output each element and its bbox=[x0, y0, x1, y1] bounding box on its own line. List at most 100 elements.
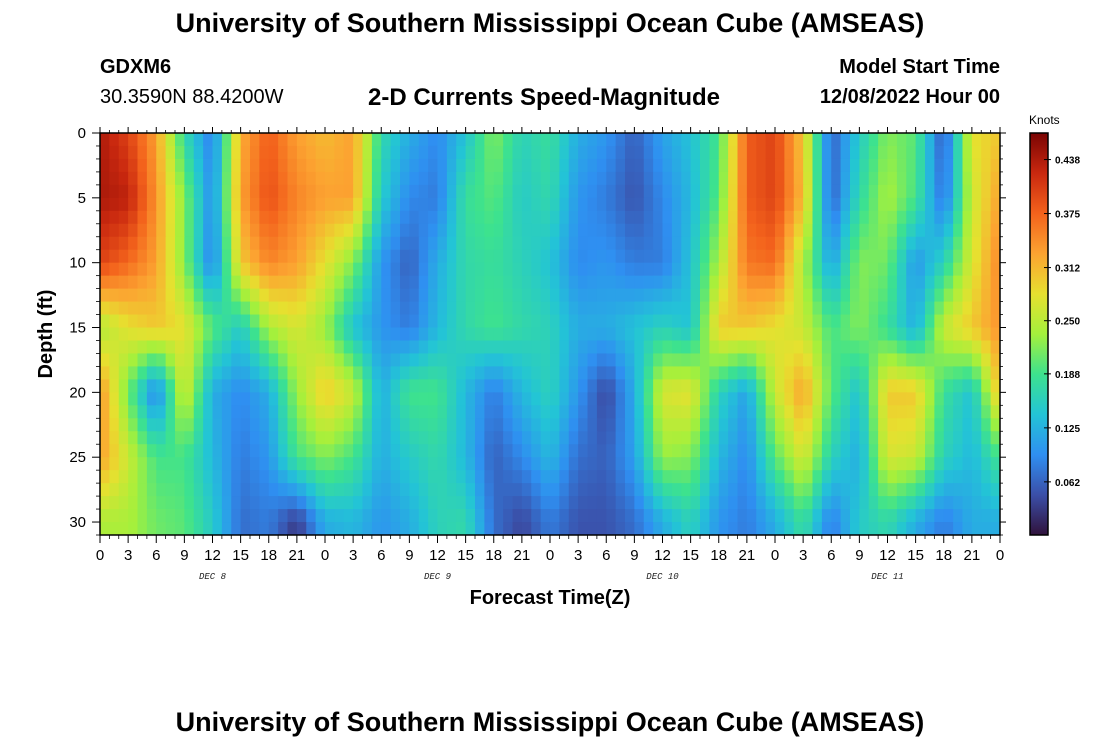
heatmap-cell bbox=[362, 379, 373, 393]
heatmap-cell bbox=[953, 327, 964, 342]
heatmap-cell bbox=[718, 470, 729, 484]
heatmap-cell bbox=[728, 314, 739, 329]
heatmap-cell bbox=[831, 158, 842, 173]
heatmap-cell bbox=[634, 379, 645, 393]
heatmap-cell bbox=[615, 379, 626, 393]
heatmap-cell bbox=[343, 418, 354, 432]
heatmap-cell bbox=[634, 184, 645, 199]
heatmap-cell bbox=[700, 301, 710, 316]
heatmap-cell bbox=[765, 366, 776, 380]
heatmap-cell bbox=[868, 145, 879, 160]
heatmap-cell bbox=[240, 509, 251, 523]
heatmap-cell bbox=[709, 327, 720, 342]
heatmap-cell bbox=[821, 145, 832, 160]
heatmap-cell bbox=[193, 405, 204, 419]
heatmap-cell bbox=[400, 133, 410, 147]
heatmap-cell bbox=[943, 509, 954, 523]
heatmap-cell bbox=[831, 366, 842, 380]
heatmap-cell bbox=[709, 509, 720, 523]
heatmap-cell bbox=[175, 405, 185, 419]
heatmap-cell bbox=[643, 236, 654, 251]
heatmap-cell bbox=[634, 262, 645, 277]
heatmap-cell bbox=[550, 405, 560, 419]
heatmap-cell bbox=[493, 184, 504, 199]
heatmap-cell bbox=[728, 457, 739, 471]
heatmap-cell bbox=[456, 431, 467, 445]
heatmap-cell bbox=[850, 210, 860, 225]
heatmap-cell bbox=[390, 366, 401, 380]
heatmap-cell bbox=[587, 444, 598, 458]
heatmap-cell bbox=[100, 340, 110, 355]
heatmap-cell bbox=[981, 249, 992, 264]
heatmap-cell bbox=[353, 431, 364, 445]
heatmap-cell bbox=[756, 522, 767, 535]
heatmap-cell bbox=[896, 353, 907, 368]
heatmap-cell bbox=[278, 236, 289, 251]
heatmap-cell bbox=[971, 353, 982, 368]
heatmap-cell bbox=[587, 522, 598, 535]
heatmap-cell bbox=[128, 288, 139, 303]
heatmap-cell bbox=[606, 158, 617, 173]
heatmap-cell bbox=[990, 301, 1000, 316]
heatmap-cell bbox=[634, 210, 645, 225]
heatmap-cell bbox=[428, 133, 439, 147]
heatmap-cell bbox=[718, 236, 729, 251]
heatmap-cell bbox=[109, 236, 120, 251]
heatmap-cell bbox=[475, 405, 485, 419]
heatmap-cell bbox=[240, 314, 251, 329]
heatmap-cell bbox=[615, 405, 626, 419]
heatmap-cell bbox=[418, 405, 429, 419]
heatmap-cell bbox=[765, 133, 776, 147]
heatmap-cell bbox=[803, 522, 814, 535]
heatmap-cell bbox=[634, 197, 645, 212]
x-tick-label: 12 bbox=[654, 547, 671, 564]
heatmap-cell bbox=[812, 327, 823, 342]
heatmap-cell bbox=[784, 158, 795, 173]
heatmap-cell bbox=[821, 158, 832, 173]
heatmap-cell bbox=[634, 522, 645, 535]
heatmap-cell bbox=[643, 275, 654, 290]
heatmap-cell bbox=[493, 522, 504, 535]
heatmap-cell bbox=[971, 405, 982, 419]
heatmap-cell bbox=[859, 444, 870, 458]
heatmap-cell bbox=[671, 457, 682, 471]
heatmap-cell bbox=[390, 340, 401, 355]
heatmap-cell bbox=[653, 236, 664, 251]
heatmap-cell bbox=[671, 483, 682, 497]
heatmap-cell bbox=[400, 405, 410, 419]
heatmap-cell bbox=[184, 133, 195, 147]
heatmap-cell bbox=[287, 262, 298, 277]
heatmap-cell bbox=[343, 509, 354, 523]
heatmap-cell bbox=[981, 184, 992, 199]
heatmap-cell bbox=[109, 418, 120, 432]
heatmap-cell bbox=[887, 158, 898, 173]
heatmap-cell bbox=[690, 483, 701, 497]
heatmap-cell bbox=[746, 171, 757, 186]
heatmap-cell bbox=[906, 314, 917, 329]
heatmap-cell bbox=[100, 158, 110, 173]
heatmap-cell bbox=[634, 431, 645, 445]
station-id: GDXM6 bbox=[100, 56, 172, 78]
heatmap-cell bbox=[812, 444, 823, 458]
heatmap-cell bbox=[756, 353, 767, 368]
heatmap-cell bbox=[653, 327, 664, 342]
heatmap-cell bbox=[146, 249, 157, 264]
heatmap-cell bbox=[606, 184, 617, 199]
heatmap-cell bbox=[634, 288, 645, 303]
heatmap-cell bbox=[578, 145, 589, 160]
heatmap-cell bbox=[100, 457, 110, 471]
heatmap-cell bbox=[100, 223, 110, 238]
heatmap-cell bbox=[437, 522, 448, 535]
heatmap-cell bbox=[868, 158, 879, 173]
heatmap-cell bbox=[925, 405, 935, 419]
heatmap-cell bbox=[934, 236, 945, 251]
heatmap-cell bbox=[746, 470, 757, 484]
heatmap-cell bbox=[531, 171, 542, 186]
heatmap-cell bbox=[381, 288, 392, 303]
heatmap-cell bbox=[746, 236, 757, 251]
heatmap-cell bbox=[943, 366, 954, 380]
heatmap-cell bbox=[512, 470, 523, 484]
heatmap-cell bbox=[240, 444, 251, 458]
heatmap-cell bbox=[746, 431, 757, 445]
heatmap-cell bbox=[906, 210, 917, 225]
